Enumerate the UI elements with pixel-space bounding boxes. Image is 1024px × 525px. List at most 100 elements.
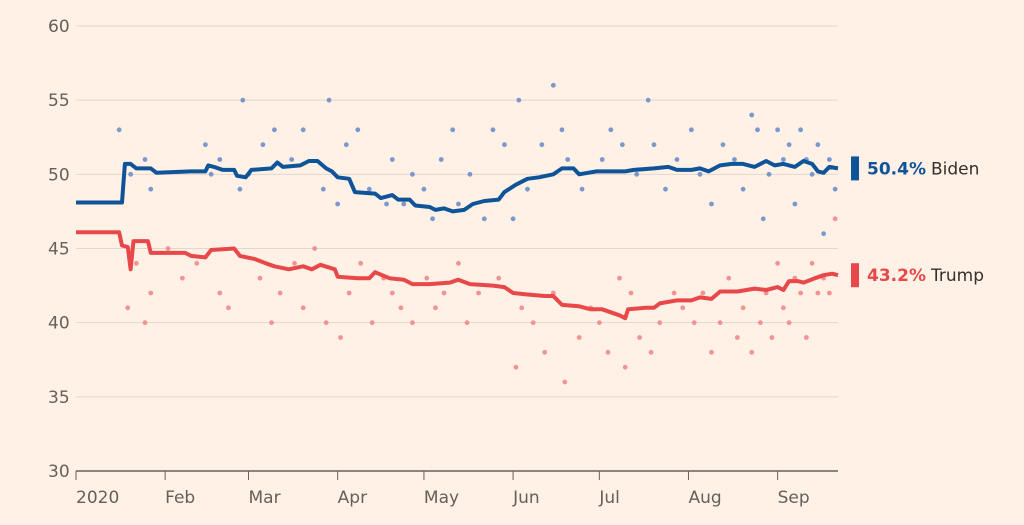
poll-dots	[116, 82, 838, 385]
biden-poll-dot	[389, 157, 395, 162]
x-tick-label: 2020	[76, 488, 119, 508]
trump-poll-dot	[815, 290, 821, 296]
trump-poll-dot	[194, 260, 200, 266]
biden-poll-dot	[260, 142, 266, 148]
biden-poll-dot	[456, 201, 461, 207]
biden-end-name: Biden	[931, 159, 979, 179]
trump-poll-dot	[433, 305, 438, 311]
y-tick-label: 45	[48, 240, 70, 260]
biden-poll-dot	[634, 171, 640, 177]
gridlines	[76, 25, 838, 472]
trump-poll-dot	[596, 320, 602, 326]
biden-poll-dot	[430, 216, 435, 222]
biden-poll-dot	[289, 157, 295, 162]
trump-poll-dot	[513, 364, 519, 370]
trump-end-percentage: 43.2%	[867, 266, 926, 286]
trump-poll-dot	[410, 320, 415, 326]
biden-poll-dot	[539, 142, 545, 148]
biden-poll-dot	[450, 127, 456, 133]
trump-poll-dot	[424, 275, 430, 281]
trump-poll-dot	[358, 260, 364, 266]
biden-poll-dot	[366, 186, 372, 192]
biden-poll-dot	[709, 201, 714, 207]
x-tick-label: Apr	[338, 488, 367, 508]
biden-poll-dot	[208, 171, 214, 177]
trump-poll-dot	[562, 379, 568, 385]
biden-poll-dot	[599, 157, 605, 162]
biden-end-marker	[851, 156, 859, 181]
trump-poll-dot	[803, 335, 809, 340]
biden-poll-dot	[798, 127, 804, 133]
biden-poll-dot	[300, 127, 306, 133]
trump-poll-dot	[269, 320, 274, 326]
trump-average-line	[76, 230, 839, 321]
biden-poll-dot	[343, 142, 349, 148]
trump-poll-dot	[389, 290, 395, 296]
biden-poll-dot	[116, 127, 122, 133]
biden-poll-dot	[565, 157, 571, 162]
biden-poll-dot	[792, 201, 798, 207]
biden-poll-dot	[697, 171, 703, 177]
biden-poll-dot	[320, 186, 326, 192]
trump-poll-dot	[530, 320, 536, 326]
biden-poll-dot	[550, 82, 556, 88]
biden-poll-dot	[335, 201, 341, 207]
trump-poll-dot	[398, 305, 404, 311]
y-tick-label: 35	[48, 388, 70, 408]
x-axis: 2020 Feb Mar Apr May Jun Jul Aug Sep	[75, 470, 838, 508]
y-tick-label: 40	[48, 314, 70, 334]
biden-poll-dot	[608, 127, 614, 133]
end-labels: 50.4% Biden 43.2% Trump	[851, 156, 984, 288]
trump-poll-dot	[832, 216, 838, 222]
biden-poll-dot	[832, 186, 838, 192]
biden-poll-dot	[766, 171, 772, 177]
trump-poll-dot	[476, 290, 481, 296]
trump-poll-dot	[726, 275, 732, 281]
x-tick-label: Aug	[688, 488, 721, 508]
trump-end-marker	[851, 263, 859, 288]
trump-poll-dot	[826, 290, 832, 296]
trump-poll-dot	[142, 320, 148, 326]
trump-poll-dot	[749, 349, 755, 355]
biden-poll-dot	[815, 142, 821, 148]
x-tick-label: Jul	[598, 488, 620, 508]
trump-poll-dot	[300, 305, 306, 311]
trump-poll-dot	[519, 305, 525, 311]
biden-poll-dot	[516, 97, 522, 103]
trump-poll-dot	[617, 275, 622, 281]
trump-poll-dot	[179, 275, 185, 281]
x-tick-label: May	[424, 488, 459, 508]
trump-poll-dot	[148, 290, 154, 296]
y-tick-label: 30	[48, 462, 70, 482]
biden-poll-dot	[809, 171, 815, 177]
biden-poll-dot	[272, 127, 277, 133]
biden-poll-dot	[401, 201, 407, 207]
biden-poll-dot	[438, 157, 444, 162]
x-tick-label: Feb	[165, 488, 195, 508]
trump-poll-dot	[757, 320, 763, 326]
biden-poll-dot	[510, 216, 516, 222]
trump-poll-dot	[648, 349, 654, 355]
trump-poll-dot	[680, 305, 686, 311]
trump-poll-dot	[217, 290, 223, 296]
trump-poll-dot	[165, 246, 171, 251]
trump-poll-dot	[637, 335, 642, 340]
trump-poll-dot	[125, 305, 131, 311]
trump-poll-dot	[717, 320, 723, 326]
trump-poll-dot	[456, 260, 461, 266]
biden-poll-dot	[755, 127, 760, 133]
trump-poll-dot	[605, 349, 611, 355]
biden-poll-dot	[202, 142, 208, 148]
trump-poll-dot	[369, 320, 375, 326]
biden-poll-dot	[384, 201, 389, 207]
trump-poll-dot	[292, 260, 297, 266]
y-tick-label: 55	[48, 91, 70, 111]
trump-poll-dot	[338, 335, 343, 340]
biden-poll-dot	[326, 97, 332, 103]
trump-poll-dot	[700, 290, 706, 296]
biden-end-percentage: 50.4%	[867, 159, 926, 179]
biden-poll-dot	[674, 157, 680, 162]
biden-poll-dot	[237, 186, 243, 192]
average-lines	[76, 159, 839, 321]
